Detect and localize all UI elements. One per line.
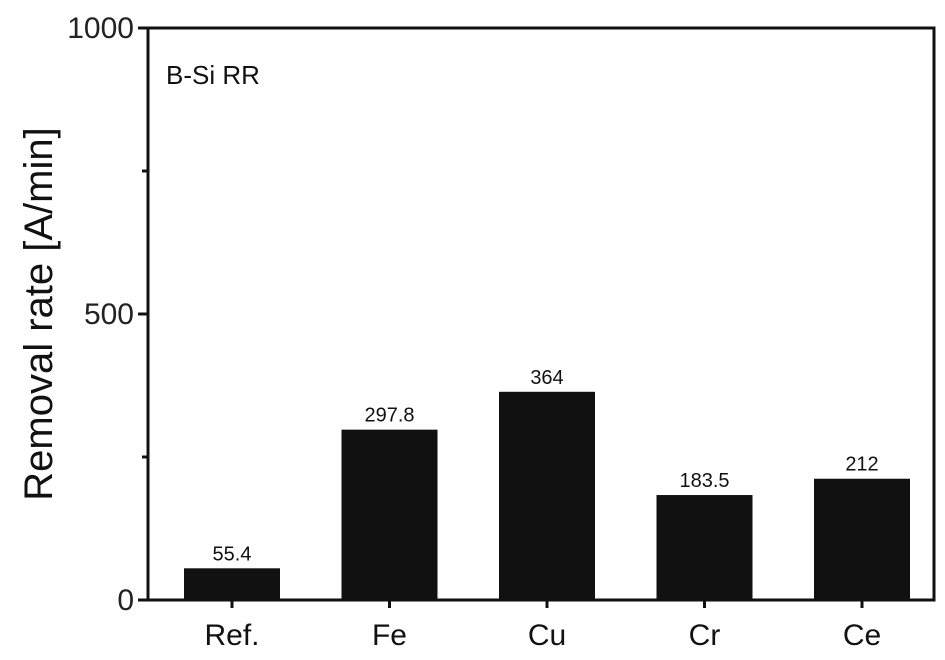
y-tick-label: 500 — [84, 298, 134, 331]
data-label: 212 — [845, 454, 878, 476]
y-axis-title: Removal rate [A/min] — [17, 127, 61, 500]
bar-fe — [342, 430, 438, 600]
y-axis: 0 500 1000 — [67, 12, 148, 617]
bar-ce — [814, 479, 910, 600]
x-tick-label: Cu — [528, 619, 566, 652]
bars-group — [184, 392, 910, 608]
y-tick-label: 1000 — [67, 12, 134, 45]
bar-ref — [184, 568, 280, 600]
x-tick-label: Ref. — [204, 619, 259, 652]
bar-cu — [499, 392, 595, 600]
data-label: 364 — [530, 367, 563, 389]
x-tick-label: Fe — [372, 619, 407, 652]
chart-annotation: B-Si RR — [166, 60, 260, 90]
y-tick-label: 0 — [117, 584, 134, 617]
data-label: 297.8 — [364, 405, 414, 427]
data-label: 183.5 — [679, 470, 729, 492]
x-tick-label: Cr — [689, 619, 721, 652]
x-tick-label: Ce — [843, 619, 881, 652]
bar-cr — [657, 495, 753, 600]
data-label: 55.4 — [213, 543, 252, 565]
